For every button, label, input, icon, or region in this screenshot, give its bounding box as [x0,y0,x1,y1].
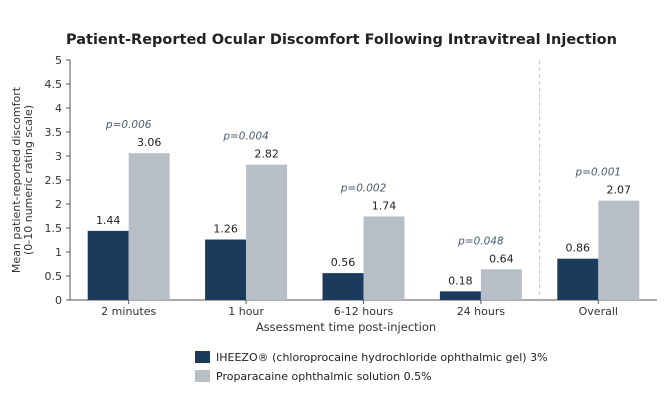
x-tick-label: Overall [579,305,618,318]
bar [363,216,405,300]
data-label: 2.82 [254,148,279,161]
y-tick-label: 3 [55,150,62,163]
legend-swatch [195,370,210,382]
value-labels: 1.44 3.06 p=0.006 1.26 2.82 p=0.004 0.56 1.74 p=… [96,119,631,287]
p-value-label: p=0.048 [457,235,504,247]
data-label: 0.64 [489,252,514,265]
p-value-label: p=0.001 [575,167,622,179]
x-tick-label: 1 hour [228,305,264,318]
x-tick-label: 6-12 hours [334,305,394,318]
legend-entry: Proparacaine ophthalmic solution 0.5% [216,370,432,383]
x-axis-label: Assessment time post-injection [256,320,436,334]
bar [87,230,129,300]
data-label: 1.74 [372,199,397,212]
bar [128,153,170,300]
y-axis-label-line: Mean patient-reported discomfort [10,86,23,273]
chart-title: Patient-Reported Ocular Discomfort Follo… [66,32,617,48]
p-value-label: p=0.006 [105,119,152,131]
data-label: 0.86 [566,242,591,255]
data-label: 3.06 [137,136,162,149]
data-label: 2.07 [607,184,632,197]
y-tick-label: 1 [55,246,62,259]
p-value-label: p=0.004 [222,131,269,143]
y-tick-label: 1.5 [45,222,63,235]
bar [557,258,599,300]
y-tick-label: 2.5 [45,174,63,187]
bar [598,200,640,300]
axes: 0 0.5 1 1.5 2 2.5 3 3.5 4 4.5 5 2 minutes 1 hour 6-12… [45,54,657,318]
data-label: 1.44 [96,214,121,227]
legend-swatch [195,351,210,363]
x-tick-label: 2 minutes [101,305,156,318]
y-tick-label: 4 [55,102,62,115]
data-label: 0.18 [448,274,473,287]
y-tick-label: 5 [55,54,62,67]
y-tick-label: 3.5 [45,126,63,139]
y-axis-label: Mean patient-reported discomfort (0-10 nu… [10,86,35,273]
y-tick-label: 2 [55,198,62,211]
y-axis-label-line: (0-10 numeric rating scale) [22,105,35,255]
bar [439,291,481,300]
bar [322,273,364,300]
bars [87,153,640,300]
y-tick-label: 4.5 [45,78,63,91]
x-tick-label: 24 hours [457,305,506,318]
p-value-label: p=0.002 [340,182,387,194]
data-label: 1.26 [213,223,238,236]
y-tick-label: 0 [55,294,62,307]
bar [480,269,522,300]
bar [205,239,247,300]
legend-entry: IHEEZO® (chloroprocaine hydrochloride op… [216,351,548,364]
bar [246,164,288,300]
y-tick-label: 0.5 [45,270,63,283]
data-label: 0.56 [331,256,356,269]
legend: IHEEZO® (chloroprocaine hydrochloride op… [195,351,548,383]
